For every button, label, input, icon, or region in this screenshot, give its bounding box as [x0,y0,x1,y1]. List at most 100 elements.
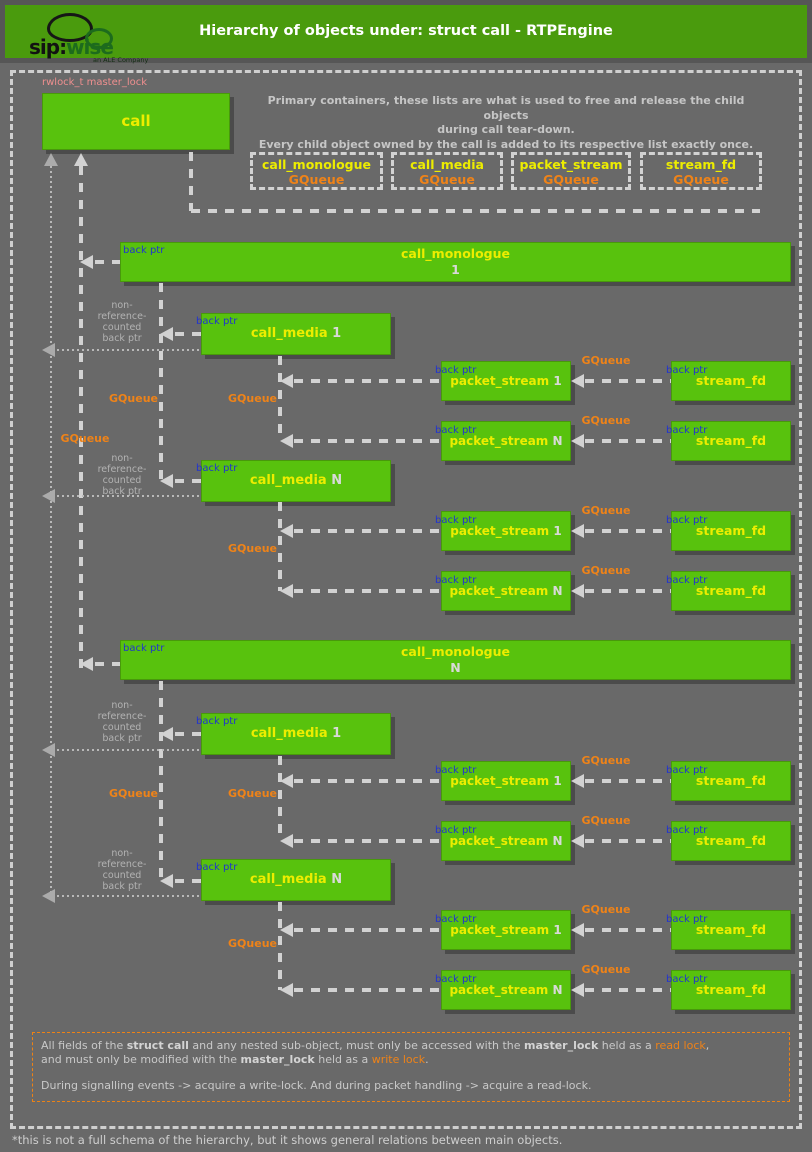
arrow-left-icon [280,923,293,937]
back-ptr-label: back ptr [435,365,477,376]
speech-bubble-icon [47,13,93,42]
logo-tagline: an ALE Company [93,56,149,64]
connector-line [294,928,441,932]
gqueue-label: GQueue [109,787,158,800]
diagram-border [10,70,802,1129]
back-ptr-label: back ptr [666,365,708,376]
packet-stream-box: packet_stream 1 [441,761,571,801]
non-ref-line [52,349,200,351]
back-ptr-label: back ptr [435,974,477,985]
connector-line [159,283,163,481]
connector-line [294,439,441,443]
back-ptr-label: back ptr [123,245,165,256]
arrow-left-icon [42,743,55,757]
connector-line [585,988,671,992]
back-ptr-label: back ptr [666,765,708,776]
arrow-left-icon [280,834,293,848]
connector-line [585,589,671,593]
packet-stream-box: packet_stream N [441,571,571,611]
speech-bubble-small-icon [85,28,113,49]
gqueue-label: GQueue [581,564,631,577]
arrow-left-icon [160,727,173,741]
stream-fd-box: stream_fd [671,361,791,401]
gqueue-label: GQueue [581,504,631,517]
connector-line [175,732,201,736]
arrow-left-icon [280,374,293,388]
backptr-trunk-line [79,166,83,668]
arrow-left-icon [280,584,293,598]
footer-note: *this is not a full schema of the hierar… [12,1133,563,1147]
call-box: call [42,93,230,150]
arrow-left-icon [280,774,293,788]
back-ptr-label: back ptr [666,425,708,436]
back-ptr-label: back ptr [666,515,708,526]
back-ptr-label: back ptr [435,575,477,586]
non-ref-backptr-trunk-line [50,166,52,897]
back-ptr-label: back ptr [196,716,238,727]
logo-text: sip:wise [29,35,114,59]
back-ptr-label: back ptr [666,974,708,985]
master-lock-label: rwlock_t master_lock [42,77,148,88]
arrow-left-icon [80,657,93,671]
back-ptr-label: back ptr [435,825,477,836]
container-box-stream-fd: stream_fd GQueue [640,152,762,190]
connector-line [585,928,671,932]
non-ref-note: non-reference- counted back ptr [97,700,147,744]
connector-line [278,502,282,591]
intro-text: Primary containers, these lists are what… [258,94,754,151]
connector-line [189,152,193,211]
back-ptr-label: back ptr [435,765,477,776]
connector-line [585,379,671,383]
gqueue-label: GQueue [581,414,631,427]
arrow-left-icon [571,374,584,388]
non-ref-line [52,749,200,751]
connector-line [585,529,671,533]
connector-line [175,332,201,336]
packet-stream-box: packet_stream 1 [441,511,571,551]
arrow-left-icon [160,474,173,488]
arrow-left-icon [42,489,55,503]
connector-line [191,209,760,213]
connector-line [294,988,441,992]
connector-line [278,902,282,990]
back-ptr-label: back ptr [666,575,708,586]
call-monologue-bar-n: call_monologue N [120,640,791,680]
back-ptr-label: back ptr [435,425,477,436]
back-ptr-label: back ptr [123,643,165,654]
call-media-box-n: call_media N [201,859,391,901]
gqueue-label: GQueue [581,814,631,827]
back-ptr-label: back ptr [435,914,477,925]
non-ref-note: non-reference- counted back ptr [97,848,147,892]
call-media-box-1: call_media 1 [201,313,391,355]
back-ptr-label: back ptr [196,862,238,873]
back-ptr-label: back ptr [196,316,238,327]
note-line-3: During signalling events -> acquire a wr… [41,1079,592,1092]
page-title: Hierarchy of objects under: struct call … [199,23,613,39]
packet-stream-box: packet_stream 1 [441,361,571,401]
non-ref-line [52,895,200,897]
connector-line [294,379,441,383]
arrow-left-icon [280,983,293,997]
gqueue-label: GQueue [109,392,158,405]
connector-line [585,439,671,443]
note-line-2: and must only be modified with the maste… [41,1052,429,1066]
arrow-left-icon [571,524,584,538]
arrow-left-icon [42,889,55,903]
arrow-left-icon [571,834,584,848]
non-ref-note: non-reference- counted back ptr [97,300,147,344]
connector-line [175,479,201,483]
container-box-packet-stream: packet_stream GQueue [511,152,631,190]
call-media-box-1: call_media 1 [201,713,391,755]
arrow-left-icon [160,327,173,341]
connector-line [294,839,441,843]
non-ref-line [52,495,200,497]
connector-line [159,681,163,879]
connector-line [278,756,282,841]
stream-fd-box: stream_fd [671,910,791,950]
stream-fd-box: stream_fd [671,571,791,611]
connector-line [175,879,201,883]
note-line-1: All fields of the struct call and any ne… [41,1039,710,1052]
back-ptr-label: back ptr [435,515,477,526]
connector-line [294,529,441,533]
back-ptr-label: back ptr [666,914,708,925]
